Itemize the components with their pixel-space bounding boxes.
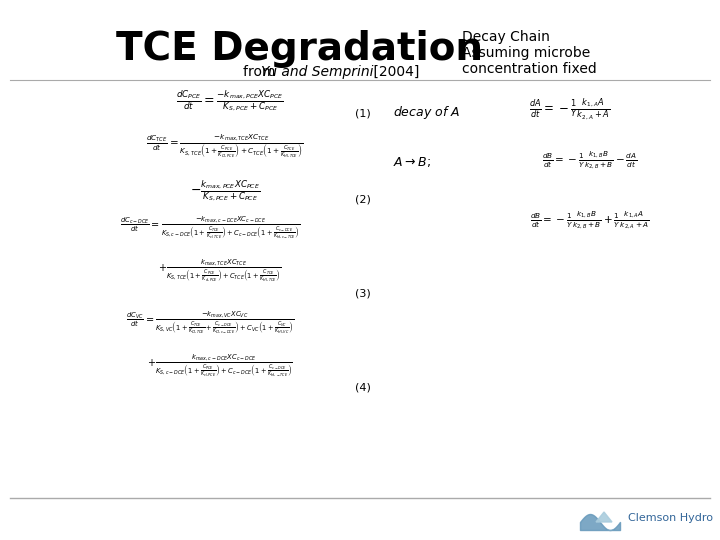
Polygon shape xyxy=(596,512,612,522)
Text: $\frac{dC_{c-DCE}}{dt} = \frac{-k_{max,c-DCE}XC_{c-DCE}}{K_{S,c-DCE}\left(1+\fra: $\frac{dC_{c-DCE}}{dt} = \frac{-k_{max,c… xyxy=(120,215,300,241)
Text: $\frac{dB}{dt} = -\frac{1}{Y}\frac{k_{1,B}B}{k_{2,B}+B} + \frac{1}{Y}\frac{k_{1,: $\frac{dB}{dt} = -\frac{1}{Y}\frac{k_{1,… xyxy=(530,210,649,232)
Text: $\frac{dA}{dt} = -\frac{1}{Y}\frac{k_{1,A}A}{k_{2,A}+A}$: $\frac{dA}{dt} = -\frac{1}{Y}\frac{k_{1,… xyxy=(529,97,611,122)
Text: (2): (2) xyxy=(355,195,371,205)
Text: $\frac{dC_{TCE}}{dt} = \frac{-k_{max,TCE}XC_{TCE}}{K_{S,TCE}\left(1+\frac{C_{PCE: $\frac{dC_{TCE}}{dt} = \frac{-k_{max,TCE… xyxy=(146,132,304,160)
Text: Clemson Hydro: Clemson Hydro xyxy=(628,513,713,523)
Text: $\frac{dC_{PCE}}{dt} = \frac{-k_{max,PCE}XC_{PCE}}{K_{S,PCE}+C_{PCE}}$: $\frac{dC_{PCE}}{dt} = \frac{-k_{max,PCE… xyxy=(176,88,284,113)
Text: $\frac{dC_{VC}}{dt} = \frac{-k_{max,VC}XC_{VC}}{K_{S,VC}\left(1+\frac{C_{TCE}}{K: $\frac{dC_{VC}}{dt} = \frac{-k_{max,VC}X… xyxy=(126,310,294,336)
Text: concentration fixed: concentration fixed xyxy=(462,62,597,76)
Text: TCE Degradation: TCE Degradation xyxy=(117,30,484,68)
Text: $\frac{dB}{dt} = -\frac{1}{Y}\frac{k_{1,B}B}{k_{2,B}+B} - \frac{dA}{dt}$: $\frac{dB}{dt} = -\frac{1}{Y}\frac{k_{1,… xyxy=(542,150,638,171)
Text: $+\frac{k_{max,c-DCE}XC_{c-DCE}}{K_{S,c-DCE}\left(1+\frac{C_{PCE}}{K_{cl,PCE}}\r: $+\frac{k_{max,c-DCE}XC_{c-DCE}}{K_{S,c-… xyxy=(147,353,293,379)
Text: $+\frac{k_{max,TCE}XC_{TCE}}{K_{S,TCE}\left(1+\frac{C_{PCE}}{K_{cl,PCE}}\right)+: $+\frac{k_{max,TCE}XC_{TCE}}{K_{S,TCE}\l… xyxy=(158,258,282,284)
Text: Decay Chain: Decay Chain xyxy=(462,30,550,44)
Text: Yu and Semprini: Yu and Semprini xyxy=(261,65,374,79)
Text: decay of $A$: decay of $A$ xyxy=(393,104,460,121)
Text: [2004]: [2004] xyxy=(369,65,419,79)
Text: $-\frac{k_{max,PCE}XC_{PCE}}{K_{S,PCE}+C_{PCE}}$: $-\frac{k_{max,PCE}XC_{PCE}}{K_{S,PCE}+C… xyxy=(190,178,260,202)
Text: (3): (3) xyxy=(355,288,371,298)
Text: (4): (4) xyxy=(355,383,371,393)
Text: Assuming microbe: Assuming microbe xyxy=(462,46,590,60)
Text: $A \rightarrow B;$: $A \rightarrow B;$ xyxy=(393,155,431,169)
Text: from: from xyxy=(243,65,280,79)
Text: (1): (1) xyxy=(355,108,371,118)
